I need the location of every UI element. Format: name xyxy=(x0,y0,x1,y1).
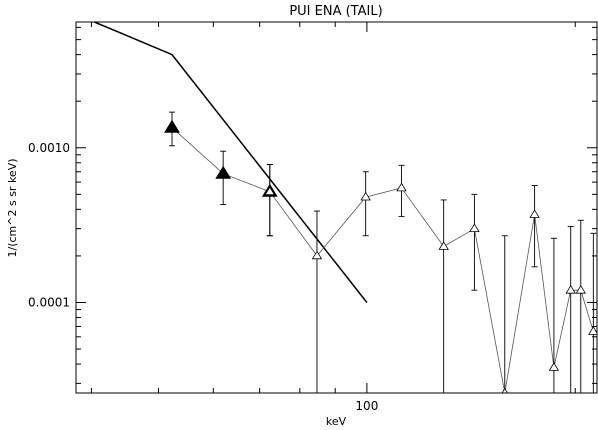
y-tick-label: 0.0001 xyxy=(28,295,70,309)
data-connector-line xyxy=(171,127,594,393)
data-point-open xyxy=(588,326,597,335)
chart-title: PUI ENA (TAIL) xyxy=(289,4,382,19)
data-point-open xyxy=(501,387,509,393)
y-axis-label: 1/(cm^2 s sr keV) xyxy=(6,158,19,257)
plot-content xyxy=(94,22,597,393)
data-point-open xyxy=(438,241,449,250)
plot-frame xyxy=(75,21,598,394)
data-point-open xyxy=(396,182,407,192)
data-point-open xyxy=(548,362,560,371)
data-point-filled xyxy=(164,119,180,133)
data-point-filled xyxy=(215,165,232,179)
plot-layer xyxy=(94,22,597,393)
data-point-open xyxy=(469,223,480,233)
data-point-open xyxy=(264,186,276,196)
data-point-open xyxy=(529,209,540,218)
model-line xyxy=(94,22,368,303)
x-tick-label: 100 xyxy=(355,399,378,413)
data-point-open xyxy=(360,191,371,201)
y-tick-label: 0.0010 xyxy=(28,141,70,155)
data-point-open xyxy=(575,284,587,294)
data-point-open xyxy=(565,284,576,294)
data-point-open xyxy=(311,250,323,260)
x-axis-label: keV xyxy=(326,415,347,428)
axis-layer: 0.0001 0.0010 100 xyxy=(28,22,597,413)
